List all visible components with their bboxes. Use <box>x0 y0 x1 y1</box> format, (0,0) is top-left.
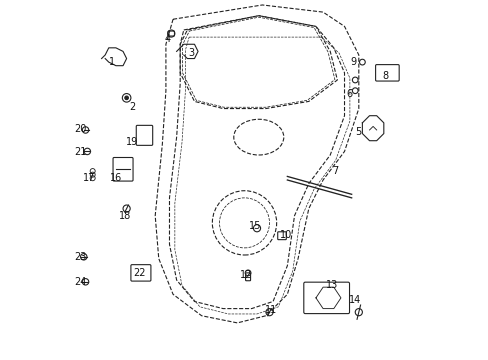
Text: 7: 7 <box>332 166 338 176</box>
Text: 9: 9 <box>350 57 356 67</box>
Text: 19: 19 <box>125 137 138 147</box>
Text: 5: 5 <box>355 127 361 137</box>
Text: 18: 18 <box>119 211 131 221</box>
Text: 2: 2 <box>128 102 135 112</box>
Text: 14: 14 <box>348 295 361 305</box>
Text: 13: 13 <box>325 280 338 291</box>
Text: 15: 15 <box>248 221 261 231</box>
Text: 4: 4 <box>164 34 170 44</box>
Text: 10: 10 <box>279 230 291 240</box>
Text: 6: 6 <box>346 89 352 99</box>
Text: 12: 12 <box>240 270 252 280</box>
Text: 21: 21 <box>74 148 86 157</box>
Text: 20: 20 <box>74 124 86 134</box>
Text: 24: 24 <box>74 277 86 287</box>
Text: 17: 17 <box>83 173 95 183</box>
Text: 3: 3 <box>187 48 194 58</box>
Text: 22: 22 <box>133 268 145 278</box>
Text: 11: 11 <box>264 305 277 315</box>
Text: 23: 23 <box>74 252 86 262</box>
Text: 1: 1 <box>109 57 115 67</box>
Text: 8: 8 <box>382 71 388 81</box>
Text: 16: 16 <box>109 173 122 183</box>
Circle shape <box>124 96 128 100</box>
